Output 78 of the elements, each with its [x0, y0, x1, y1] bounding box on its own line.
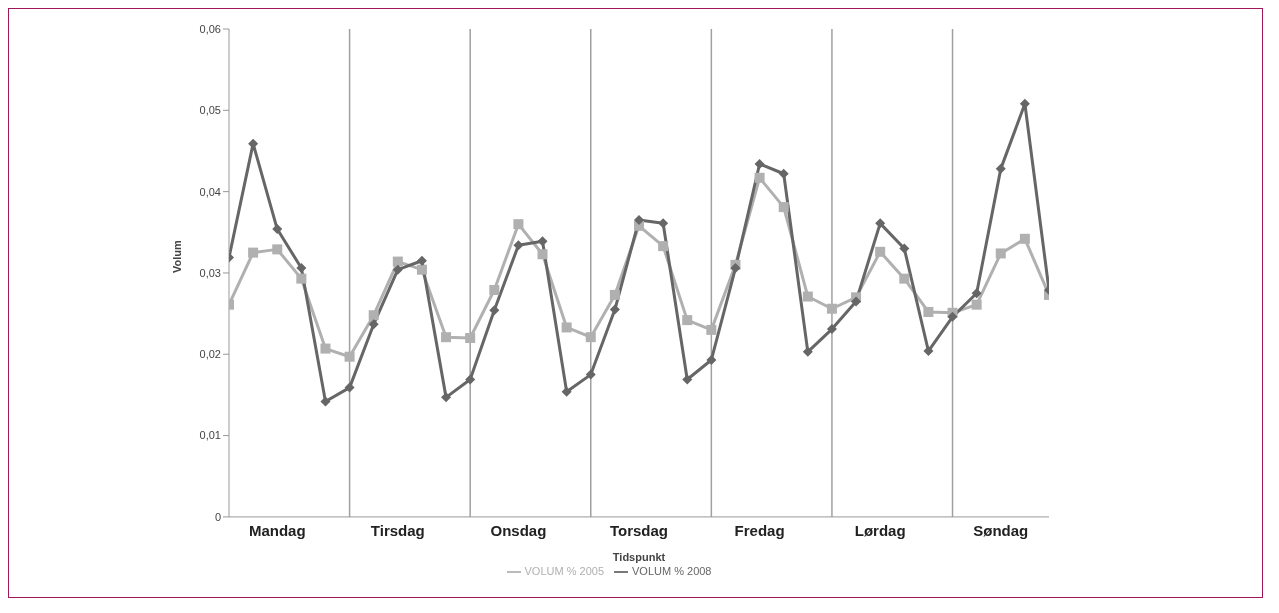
point — [392, 256, 403, 267]
x-tick-label: Tirsdag — [370, 521, 425, 539]
point — [465, 333, 476, 344]
point — [899, 273, 910, 284]
point — [899, 243, 910, 254]
point — [778, 202, 789, 213]
point — [465, 374, 476, 385]
point — [489, 285, 500, 296]
point — [489, 305, 500, 316]
x-tick-label: Lørdag — [854, 521, 906, 539]
point — [778, 168, 789, 179]
point — [995, 163, 1006, 174]
point — [392, 264, 403, 275]
point — [248, 247, 259, 258]
x-axis-title: Tidspunkt — [612, 550, 666, 563]
point — [368, 310, 379, 321]
y-tick-label: 0,02 — [199, 348, 221, 361]
point — [513, 219, 524, 230]
point — [537, 236, 548, 247]
point — [706, 324, 717, 335]
point — [585, 332, 596, 343]
legend-label: VOLUM % 2008 — [632, 564, 712, 577]
point — [754, 172, 765, 183]
point — [682, 315, 693, 326]
point — [875, 246, 886, 257]
y-axis-title: Volum — [170, 239, 183, 273]
point — [296, 273, 307, 284]
point — [947, 311, 958, 322]
point — [585, 369, 596, 380]
point — [730, 263, 741, 274]
point — [368, 319, 379, 330]
x-tick-label: Onsdag — [490, 521, 547, 539]
point — [441, 392, 452, 403]
point — [875, 218, 886, 229]
point — [609, 304, 620, 315]
point — [658, 218, 669, 229]
point — [272, 244, 283, 255]
y-tick-label: 0 — [214, 510, 221, 523]
point — [923, 346, 934, 357]
point — [826, 303, 837, 314]
legend-label: VOLUM % 2005 — [524, 564, 604, 577]
point — [537, 249, 548, 260]
point — [416, 255, 427, 266]
point — [561, 386, 572, 397]
point — [923, 306, 934, 317]
point — [971, 288, 982, 299]
point — [826, 324, 837, 335]
point — [995, 248, 1006, 259]
point — [706, 354, 717, 365]
point — [416, 264, 427, 275]
y-tick-label: 0,05 — [199, 104, 221, 117]
point — [851, 296, 862, 307]
point — [609, 289, 620, 300]
point — [971, 299, 982, 310]
x-tick-label: Torsdag — [609, 521, 669, 539]
point — [320, 396, 331, 407]
point — [658, 241, 669, 252]
point — [802, 291, 813, 302]
point — [272, 224, 283, 235]
point — [682, 374, 693, 385]
point — [561, 322, 572, 333]
y-tick-label: 0,06 — [199, 22, 221, 35]
x-tick-label: Fredag — [734, 521, 785, 539]
x-tick-label: Søndag — [973, 521, 1029, 539]
point — [634, 215, 644, 226]
point — [344, 351, 355, 362]
point — [344, 382, 355, 393]
x-tick-label: Mandag — [248, 521, 306, 539]
point — [802, 346, 813, 357]
point — [441, 332, 452, 343]
point — [513, 240, 524, 251]
y-tick-label: 0,01 — [199, 429, 221, 442]
point — [296, 263, 307, 274]
y-tick-label: 0,04 — [199, 185, 221, 198]
point — [754, 158, 765, 169]
point — [1019, 233, 1030, 244]
y-tick-label: 0,03 — [199, 266, 221, 279]
point — [320, 343, 331, 354]
